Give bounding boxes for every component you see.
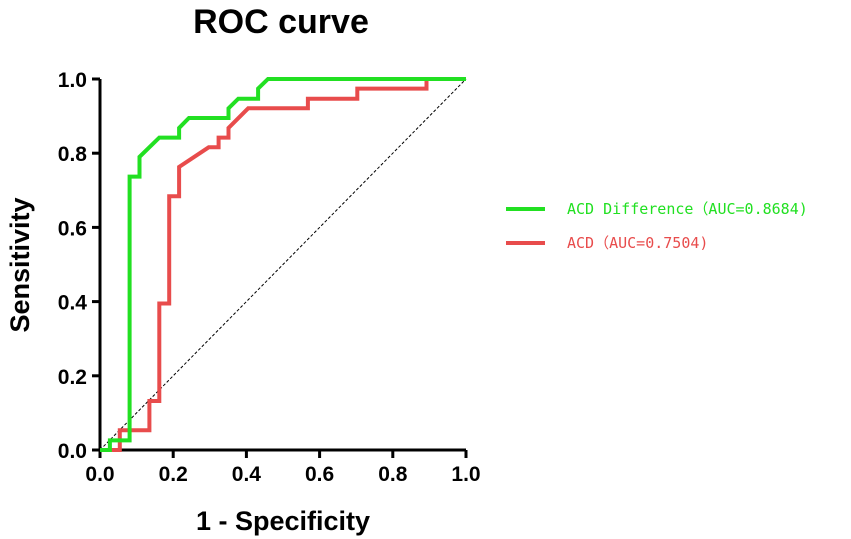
legend-label: ACD（AUC=0.7504) bbox=[567, 234, 708, 252]
y-tick-label: 1.0 bbox=[58, 69, 87, 92]
legend: ACD Difference（AUC=0.8684) ACD（AUC=0.7504… bbox=[506, 200, 808, 252]
x-axis-label: 1 - Specificity bbox=[196, 506, 370, 536]
x-tick-label: 0.2 bbox=[159, 463, 188, 486]
y-tick-label: 0.4 bbox=[58, 292, 88, 315]
x-tick-label: 0.6 bbox=[305, 463, 334, 486]
series-layer bbox=[100, 77, 466, 452]
x-tick-label: 0.8 bbox=[378, 463, 408, 486]
y-tick-label: 0.6 bbox=[58, 217, 87, 240]
chart-title: ROC curve bbox=[193, 3, 369, 41]
x-tick-label: 1.0 bbox=[451, 463, 480, 486]
roc-series-line-acd-difference bbox=[100, 77, 466, 452]
legend-label: ACD Difference（AUC=0.8684) bbox=[567, 200, 808, 218]
x-tick-label: 0.4 bbox=[232, 463, 262, 486]
plot-area: 0.0 0.2 0.4 0.6 0.8 1.0 0.0 0.2 0.4 0.6 0.8 1.0 bbox=[58, 69, 481, 486]
x-axis-ticks: 0.0 0.2 0.4 0.6 0.8 1.0 bbox=[85, 450, 481, 486]
y-tick-label: 0.0 bbox=[58, 440, 87, 463]
roc-series-line-acd bbox=[100, 77, 466, 452]
y-axis-ticks: 0.0 0.2 0.4 0.6 0.8 1.0 bbox=[58, 69, 100, 463]
reference-diagonal-line bbox=[99, 78, 467, 451]
y-tick-label: 0.2 bbox=[58, 366, 87, 389]
y-tick-label: 0.8 bbox=[58, 143, 88, 166]
y-axis-label: Sensitivity bbox=[5, 197, 35, 332]
x-tick-label: 0.0 bbox=[85, 463, 114, 486]
